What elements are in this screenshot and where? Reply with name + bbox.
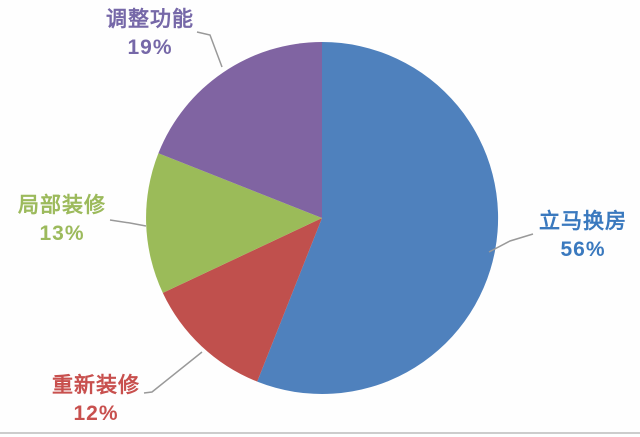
slice-percent: 13%: [39, 222, 85, 245]
slice-percent: 12%: [73, 402, 119, 425]
pie-slice-chongxin-zhuangxiu: [162, 218, 322, 382]
pie-slice-lima-huanfang: [257, 41, 499, 395]
leader-line-jubu-zhuangxiu: [109, 219, 147, 227]
pie-slices: [146, 41, 499, 395]
slice-name: 调整功能: [106, 8, 194, 31]
slice-name: 重新装修: [52, 374, 140, 397]
slice-label-tiaozheng-gongneng: 调整功能 19%: [65, 6, 235, 62]
leader-line-lima-huanfang: [488, 233, 534, 253]
slice-name: 立马换房: [539, 210, 627, 233]
leader-line-chongxin-zhuangxiu: [143, 351, 203, 394]
pie-slice-jubu-zhuangxiu: [146, 153, 322, 293]
leader-line-tiaozheng-gongneng: [196, 31, 223, 68]
slice-percent: 56%: [560, 238, 606, 261]
slice-percent: 19%: [127, 36, 173, 59]
bottom-edge-line: [0, 432, 640, 434]
slice-name: 局部装修: [18, 194, 106, 217]
slice-label-lima-huanfang: 立马换房 56%: [498, 208, 640, 264]
slice-label-chongxin-zhuangxiu: 重新装修 12%: [11, 372, 181, 428]
pie-slice-tiaozheng-gongneng: [158, 42, 322, 218]
slice-label-jubu-zhuangxiu: 局部装修 13%: [0, 192, 147, 248]
